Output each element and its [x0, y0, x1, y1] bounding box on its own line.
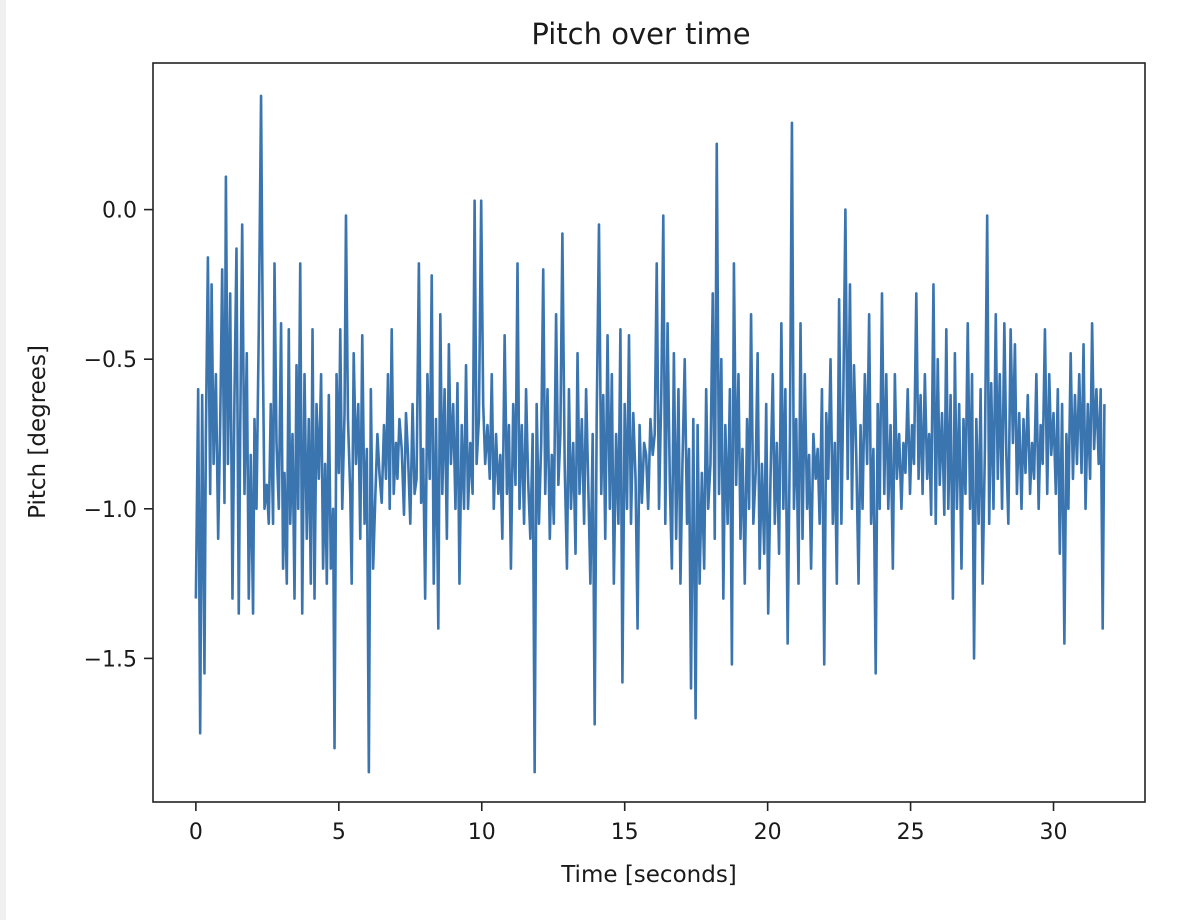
x-tick-label: 10	[468, 820, 496, 845]
x-tick-label: 20	[754, 820, 782, 845]
y-tick-label: 0.0	[102, 199, 137, 224]
x-tick-label: 15	[611, 820, 639, 845]
series-layer	[194, 94, 1106, 774]
x-axis: 0 5 10 15 20 25 30	[189, 802, 1068, 845]
y-tick-label: −1.5	[84, 647, 137, 672]
x-axis-label: Time [seconds]	[560, 862, 737, 888]
x-tick-label: 25	[897, 820, 925, 845]
series-line-0	[194, 94, 1106, 774]
y-axis: 0.0 −0.5 −1.0 −1.5	[84, 199, 153, 672]
y-tick-label: −1.0	[84, 498, 137, 523]
x-tick-label: 30	[1040, 820, 1068, 845]
y-axis-label: Pitch [degrees]	[25, 345, 51, 519]
left-edge	[0, 0, 6, 920]
chart-title: Pitch over time	[531, 17, 750, 51]
x-tick-label: 5	[332, 820, 346, 845]
y-tick-label: −0.5	[84, 348, 137, 373]
x-tick-label: 0	[189, 820, 203, 845]
